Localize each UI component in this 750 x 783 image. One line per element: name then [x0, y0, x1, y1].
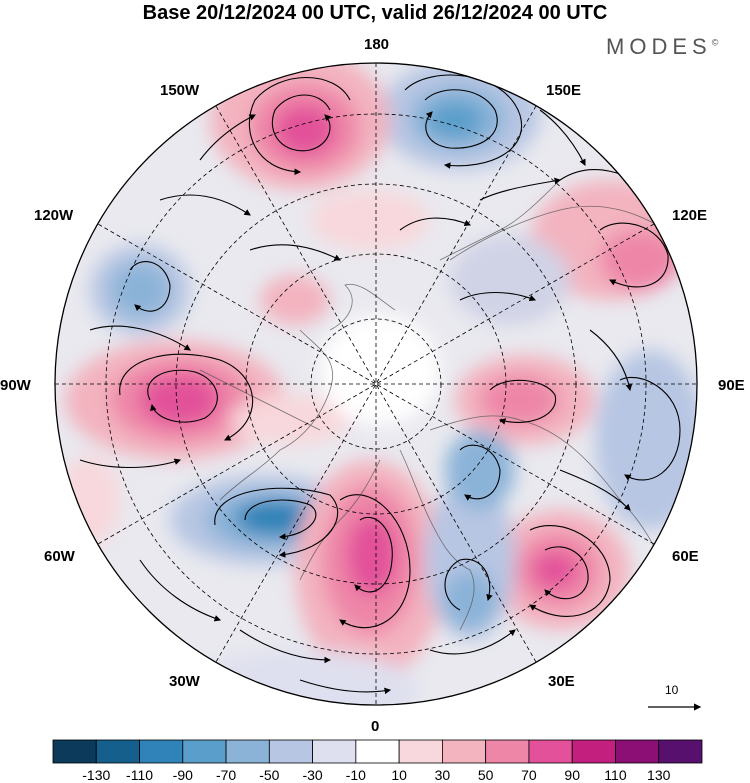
colorbar-tick-label: 70	[521, 767, 537, 783]
map-outline	[54, 62, 698, 706]
colorbar-tick-label: 50	[478, 767, 494, 783]
lon-label-90w: 90W	[0, 377, 31, 394]
colorbar-tick-label: -10	[346, 767, 366, 783]
colorbar-swatch	[355, 739, 400, 764]
colorbar-swatch	[658, 739, 703, 764]
lon-label-30e: 30E	[548, 673, 575, 690]
brand-mark: ©	[711, 37, 719, 48]
colorbar-swatch	[268, 739, 314, 764]
colorbar-swatch	[398, 739, 443, 764]
colorbar-swatch	[441, 739, 487, 764]
lon-label-180: 180	[364, 36, 390, 53]
colorbar-swatch	[52, 739, 97, 764]
colorbar-tick-label: -30	[302, 767, 322, 783]
lon-label-120w: 120W	[34, 207, 74, 224]
colorbar-swatch	[571, 739, 616, 764]
colorbar-swatch	[615, 739, 660, 764]
coastlines	[199, 179, 681, 631]
colorbar-swatch	[95, 739, 140, 764]
colorbar-swatch	[528, 739, 573, 764]
reference-vector-label: 10	[665, 683, 679, 697]
wind-streamlines	[79, 74, 681, 695]
lon-label-30w: 30W	[169, 673, 200, 690]
colorbar-tick-label: 30	[435, 767, 451, 783]
lon-label-60e: 60E	[672, 548, 699, 565]
colorbar-swatch	[485, 739, 530, 764]
brand-text: MODES	[606, 34, 712, 59]
modes-logo: MODES©	[606, 34, 718, 60]
colorbar-swatch	[182, 739, 227, 764]
colorbar-swatch	[312, 739, 357, 764]
colorbar-tick-label: -50	[259, 767, 279, 783]
chart-title: Base 20/12/2024 00 UTC, valid 26/12/2024…	[142, 2, 608, 24]
lon-label-120e: 120E	[672, 207, 708, 224]
lon-label-60w: 60W	[44, 548, 75, 565]
colorbar-tick-label: 130	[647, 767, 671, 783]
colorbar-tick-label: 90	[564, 767, 580, 783]
lon-label-150w: 150W	[160, 82, 200, 99]
lon-label-0: 0	[371, 718, 380, 735]
colorbar-tick-label: -90	[173, 767, 193, 783]
colorbar-tick-label: -70	[216, 767, 236, 783]
lon-label-150e: 150E	[546, 82, 582, 99]
colorbar-swatch	[225, 739, 270, 764]
colorbar-swatch	[139, 739, 184, 764]
colorbar-tick-label: -130	[82, 767, 110, 783]
lon-label-90e: 90E	[718, 377, 745, 394]
colorbar-tick-label: 110	[604, 767, 627, 783]
colorbar-tick-label: -110	[126, 767, 153, 783]
colorbar-tick-label: 10	[391, 767, 407, 783]
